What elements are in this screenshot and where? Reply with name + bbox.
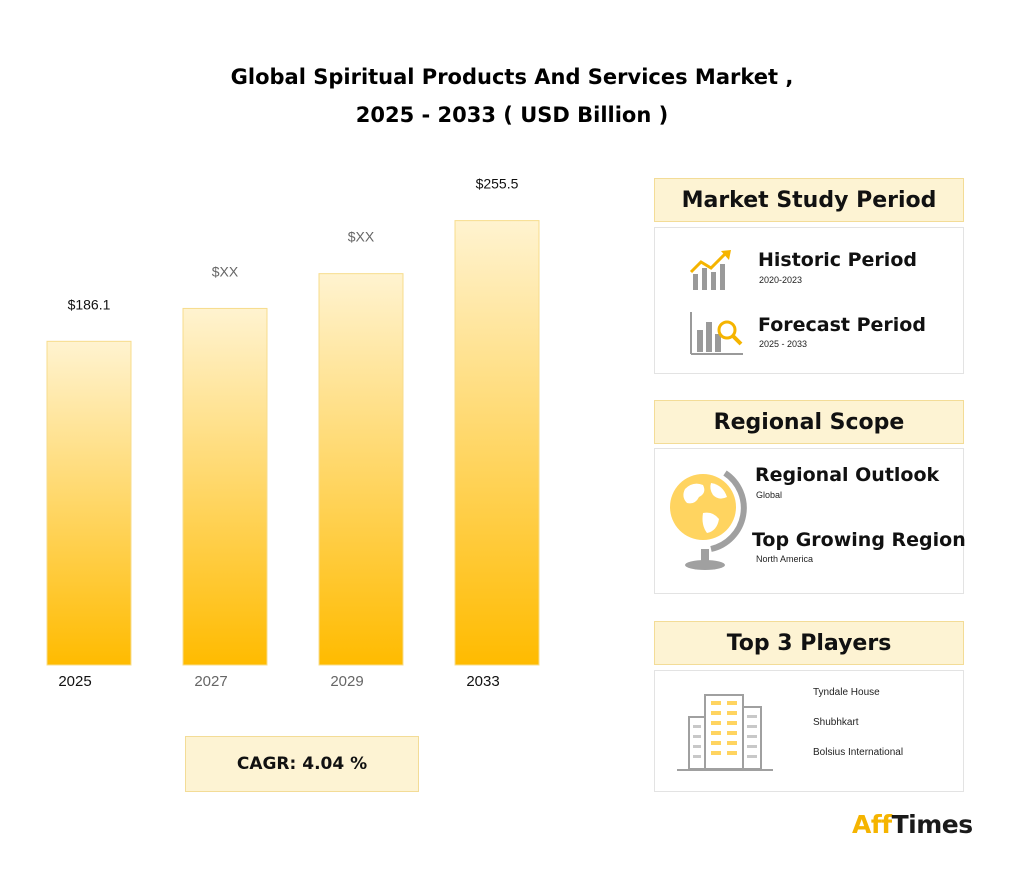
market-study-heading: Market Study Period	[654, 178, 964, 222]
player-1: Tyndale House	[813, 687, 880, 698]
bar-chart: $186.1 2025 $XX 2027 $XX 2029 $255.5 2033	[46, 176, 540, 690]
top-players-heading-text: Top 3 Players	[726, 630, 892, 656]
data-label-2025: $186.1	[68, 296, 111, 312]
afftimes-logo: AffTimes	[852, 810, 973, 839]
globe-icon	[670, 470, 747, 570]
chart-title: Global Spiritual Products And Services M…	[0, 58, 1024, 134]
regional-outlook-title: Regional Outlook	[755, 464, 940, 486]
x-tick-2027: 2027	[194, 673, 227, 690]
cagr-label: CAGR: 4.04 %	[236, 754, 368, 774]
buildings-icon	[677, 694, 773, 771]
title-line-2: 2025 - 2033 ( USD Billion )	[355, 103, 669, 127]
data-label-2029: $XX	[348, 229, 375, 245]
player-2: Shubhkart	[813, 717, 859, 728]
market-study-panel: Historic Period 2020-2023 Forecast Perio…	[654, 227, 964, 374]
top-growing-region-value: North America	[756, 554, 814, 564]
bar-2029	[318, 273, 404, 666]
x-tick-2029: 2029	[330, 673, 363, 690]
forecast-period-title: Forecast Period	[758, 314, 926, 336]
growth-chart-icon	[689, 250, 731, 290]
regional-scope-heading: Regional Scope	[654, 400, 964, 444]
data-label-2033: $255.5	[476, 176, 519, 192]
cagr-badge: CAGR: 4.04 %	[185, 736, 419, 792]
top-players-panel: Tyndale House Shubhkart Bolsius Internat…	[654, 670, 964, 792]
magnifier-chart-icon	[690, 312, 743, 355]
regional-outlook-value: Global	[756, 490, 783, 500]
logo-part-aff: Aff	[852, 810, 892, 839]
top-growing-region-title: Top Growing Region	[752, 529, 966, 551]
bar-2025	[46, 340, 132, 666]
historic-period-title: Historic Period	[758, 249, 917, 271]
bar-2027	[182, 307, 268, 666]
bar-2033	[454, 220, 540, 666]
x-tick-2033: 2033	[466, 673, 499, 690]
logo-part-times: Times	[891, 810, 974, 839]
market-study-heading-text: Market Study Period	[681, 187, 937, 213]
regional-scope-panel: Regional Outlook Global Top Growing Regi…	[654, 448, 966, 594]
data-label-2027: $XX	[212, 263, 239, 279]
player-3: Bolsius International	[813, 747, 904, 758]
regional-scope-heading-text: Regional Scope	[713, 409, 905, 435]
x-tick-2025: 2025	[58, 673, 91, 690]
top-players-heading: Top 3 Players	[654, 621, 964, 665]
title-line-1: Global Spiritual Products And Services M…	[230, 65, 794, 89]
historic-period-range: 2020-2023	[759, 275, 803, 285]
forecast-period-range: 2025 - 2033	[759, 339, 808, 349]
